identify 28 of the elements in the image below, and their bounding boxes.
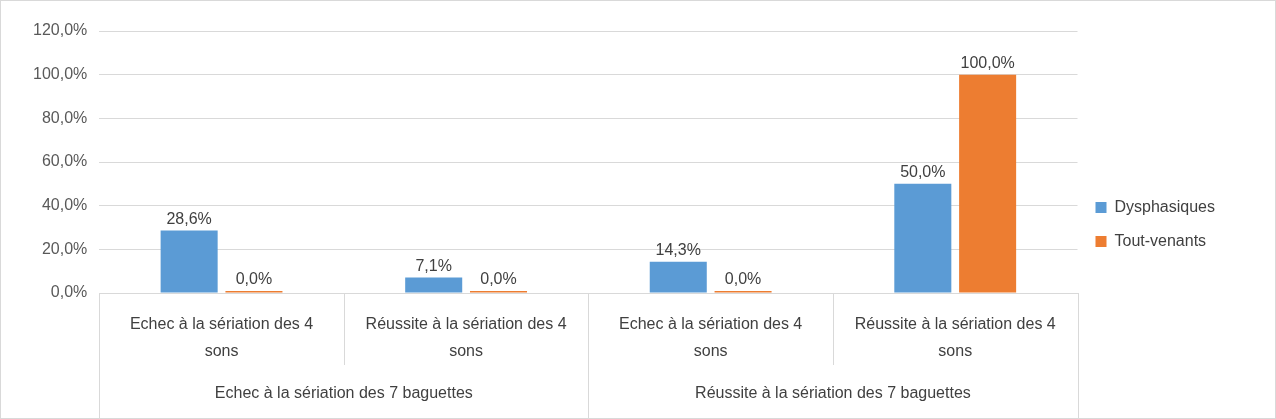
y-tick-label: 100,0% bbox=[33, 65, 88, 83]
data-label: 0,0% bbox=[235, 270, 273, 288]
text: Réussite à la sériation des 7 baguettes bbox=[695, 384, 971, 402]
legend-label: Dysphasiques bbox=[1114, 197, 1215, 215]
bar bbox=[959, 74, 1017, 293]
data-label: 14,3% bbox=[655, 241, 701, 259]
data-label: 7,1% bbox=[415, 256, 452, 274]
data-label: 50,0% bbox=[900, 163, 946, 181]
y-tick-label: 40,0% bbox=[41, 196, 88, 214]
y-tick-label: 120,0% bbox=[33, 21, 88, 39]
data-label: 0,0% bbox=[480, 270, 517, 288]
x-tick-label: Réussite à la sériation des 4 sons bbox=[365, 315, 567, 360]
x-tick-label: Echec à la sériation des 4 sons bbox=[129, 315, 314, 360]
data-label: 0,0% bbox=[724, 270, 762, 288]
y-tick-label: 20,0% bbox=[41, 239, 88, 257]
data-label: 100,0% bbox=[960, 54, 1015, 72]
data-label: 28,6% bbox=[166, 209, 212, 227]
text: Echec à la sériation des 7 baguettes bbox=[214, 384, 473, 402]
x-tick-label: Réussite à la sériation des 4 sons bbox=[854, 315, 1056, 360]
bar bbox=[405, 277, 463, 293]
y-tick-label: 0,0% bbox=[50, 283, 88, 301]
bar bbox=[894, 183, 952, 293]
bar bbox=[649, 261, 707, 293]
legend-label: Tout-venants bbox=[1114, 231, 1207, 249]
y-tick-label: 80,0% bbox=[41, 108, 88, 126]
x-tick-label: Echec à la sériation des 4 sons bbox=[619, 315, 803, 360]
y-tick-label: 60,0% bbox=[41, 152, 88, 170]
bar bbox=[160, 230, 218, 293]
